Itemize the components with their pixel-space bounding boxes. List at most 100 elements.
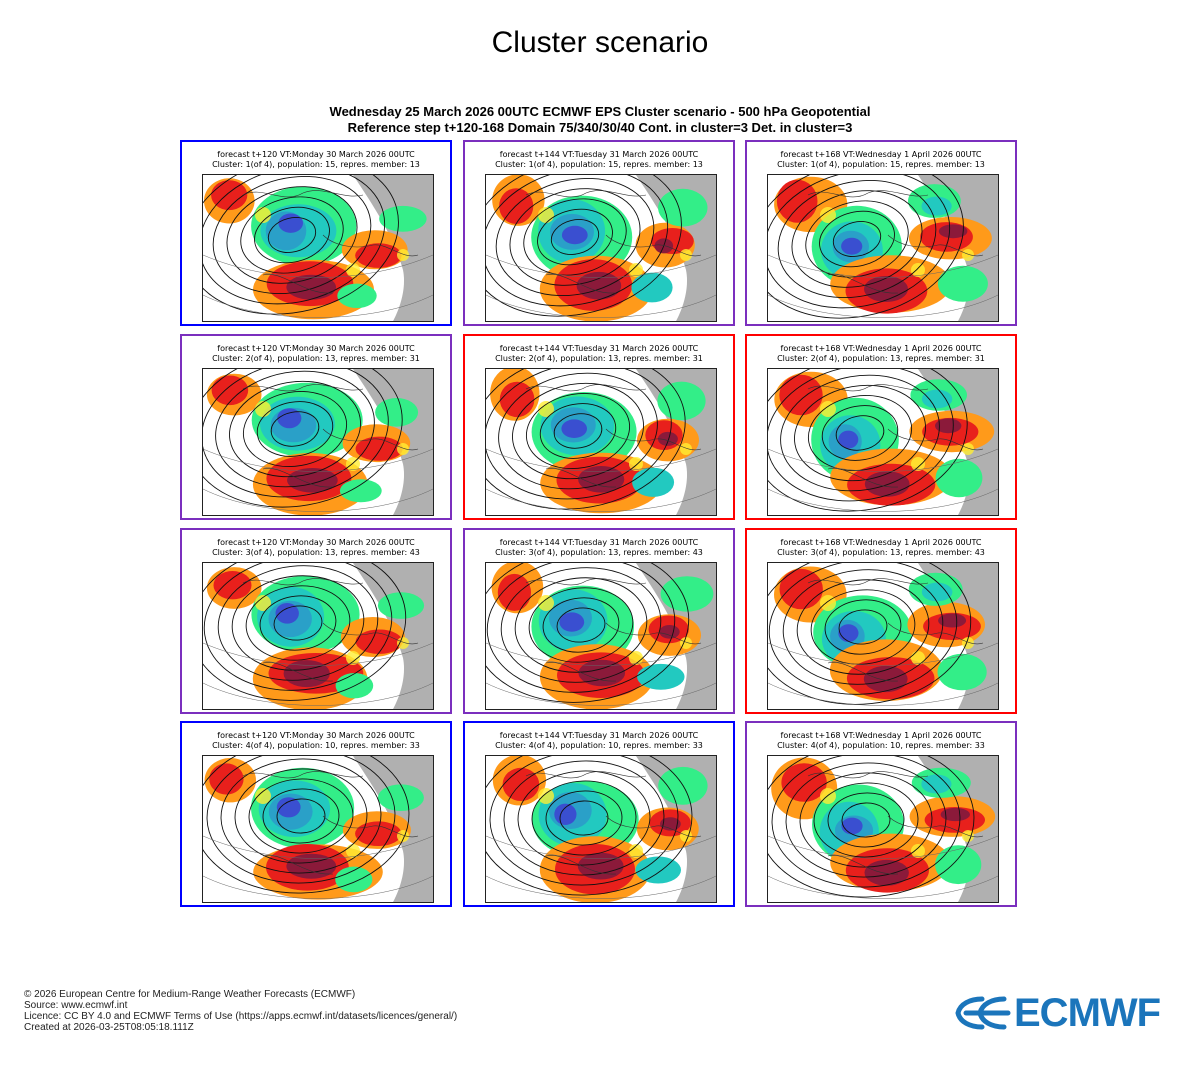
panel-cluster-label: Cluster: 2(of 4), population: 13, repres… (777, 354, 985, 363)
geopotential-contour (528, 587, 634, 663)
anomaly-strong-negative (277, 408, 302, 429)
anomaly-map (768, 756, 998, 902)
footer: © 2026 European Centre for Medium-Range … (24, 989, 457, 1033)
anomaly-slight-positive (911, 844, 925, 858)
panel-map (485, 755, 717, 903)
geopotential-contour (835, 415, 885, 451)
latitude-line (203, 448, 433, 512)
anomaly-map (203, 175, 433, 321)
panel-map (202, 368, 434, 516)
coastline (525, 771, 702, 875)
geopotential-contour (777, 179, 937, 299)
footer-licence: Licence: CC BY 4.0 and ECMWF Terms of Us… (24, 1011, 458, 1022)
geopotential-contour (796, 579, 930, 675)
anomaly-slight-positive (538, 595, 554, 611)
panel-forecast-label: forecast t+120 VT:Monday 30 March 2026 0… (217, 731, 415, 740)
anomaly-map (486, 175, 716, 321)
geopotential-contour (486, 563, 690, 703)
geopotential-contour (231, 575, 365, 671)
anomaly-positive (779, 374, 823, 416)
geopotential-contour (785, 762, 947, 878)
panel-cluster-label: Cluster: 4(of 4), population: 10, repres… (495, 741, 703, 750)
coastline (807, 578, 984, 682)
anomaly-map (486, 563, 716, 709)
anomaly-map (486, 369, 716, 515)
panel-header: forecast t+120 VT:Monday 30 March 2026 0… (182, 731, 450, 751)
geopotential-contour (807, 395, 913, 471)
geopotential-contour (537, 208, 613, 266)
anomaly-strong-positive (578, 466, 625, 493)
anomaly-weak-negative (637, 663, 685, 690)
anomaly-strong-negative (561, 225, 588, 245)
anomaly-slight-positive (255, 207, 271, 223)
anomaly-slight-positive (255, 788, 271, 804)
anomaly-slight-positive (397, 443, 409, 455)
panel-cluster-label: Cluster: 1(of 4), population: 15, repres… (777, 160, 985, 169)
anomaly-slight-positive (538, 788, 554, 804)
anomaly-slight-positive (962, 830, 974, 842)
panel-map (485, 174, 717, 322)
anomaly-slight-negative (339, 479, 382, 503)
geopotential-contour (517, 770, 651, 866)
geopotential-contour (509, 188, 641, 286)
panel-cluster-label: Cluster: 2(of 4), population: 13, repres… (212, 354, 420, 363)
panel-cluster-label: Cluster: 3(of 4), population: 13, repres… (495, 548, 703, 557)
anomaly-slight-positive (820, 207, 836, 223)
panel-forecast-label: forecast t+144 VT:Tuesday 31 March 2026 … (499, 538, 699, 547)
anomaly-slight-positive (397, 249, 409, 261)
latitude-line (203, 835, 433, 899)
panel-header: forecast t+168 VT:Wednesday 1 April 2026… (747, 538, 1015, 558)
latitude-line (203, 254, 433, 318)
anomaly-strong-negative (841, 817, 863, 835)
anomaly-strong-positive (287, 468, 338, 493)
anomaly-positive (211, 180, 248, 211)
anomaly-slight-negative (935, 458, 983, 498)
geopotential-contour (206, 756, 396, 884)
anomaly-slight-positive (680, 637, 692, 649)
geopotential-contour (556, 607, 606, 643)
geopotential-contour (242, 391, 348, 467)
geopotential-contour (486, 563, 676, 693)
panel-cluster-label: Cluster: 3(of 4), population: 13, repres… (777, 548, 985, 557)
cluster-panel: forecast t+144 VT:Tuesday 31 March 2026 … (463, 140, 735, 326)
panel-map (202, 174, 434, 322)
panel-header: forecast t+168 VT:Wednesday 1 April 2026… (747, 150, 1015, 170)
panel-forecast-label: forecast t+120 VT:Monday 30 March 2026 0… (217, 344, 415, 353)
geopotential-contour (780, 374, 940, 492)
anomaly-strong-positive (578, 659, 626, 687)
cluster-panel-grid: forecast t+120 VT:Monday 30 March 2026 0… (180, 140, 1020, 912)
anomaly-slight-positive (629, 844, 643, 858)
latitude-line (486, 254, 716, 318)
anomaly-strong-positive (935, 418, 962, 434)
geopotential-contour (832, 221, 882, 257)
anomaly-strong-positive (864, 471, 910, 497)
anomaly-slight-positive (255, 401, 271, 417)
panel-header: forecast t+144 VT:Tuesday 31 March 2026 … (465, 344, 733, 364)
geopotential-contour (819, 210, 895, 268)
latitude-line (203, 642, 433, 706)
cluster-panel: forecast t+144 VT:Tuesday 31 March 2026 … (463, 334, 735, 520)
panel-forecast-label: forecast t+120 VT:Monday 30 March 2026 0… (217, 538, 415, 547)
figure-title-line1: Wednesday 25 March 2026 00UTC ECMWF EPS … (329, 104, 871, 119)
anomaly-slight-positive (820, 788, 836, 804)
anomaly-slight-positive (680, 249, 692, 261)
panel-header: forecast t+120 VT:Monday 30 March 2026 0… (182, 344, 450, 364)
panel-header: forecast t+144 VT:Tuesday 31 March 2026 … (465, 731, 733, 751)
anomaly-positive (213, 571, 252, 600)
panel-map (767, 562, 999, 710)
geopotential-contour (523, 198, 627, 276)
anomaly-strong-positive (659, 625, 680, 639)
anomaly-slight-positive (346, 263, 360, 277)
geopotential-contour (217, 565, 379, 681)
figure-title: Wednesday 25 March 2026 00UTC ECMWF EPS … (160, 104, 1040, 136)
anomaly-strong-negative (275, 603, 299, 624)
cluster-panel: forecast t+168 VT:Wednesday 1 April 2026… (745, 140, 1017, 326)
coastline (242, 384, 419, 488)
geopotential-contour (525, 393, 631, 469)
geopotential-contour (220, 758, 382, 874)
geopotential-contour (486, 175, 682, 317)
anomaly-slight-negative (658, 188, 708, 227)
coastline (525, 384, 702, 488)
panel-map (202, 562, 434, 710)
anomaly-weak-negative (921, 389, 953, 409)
